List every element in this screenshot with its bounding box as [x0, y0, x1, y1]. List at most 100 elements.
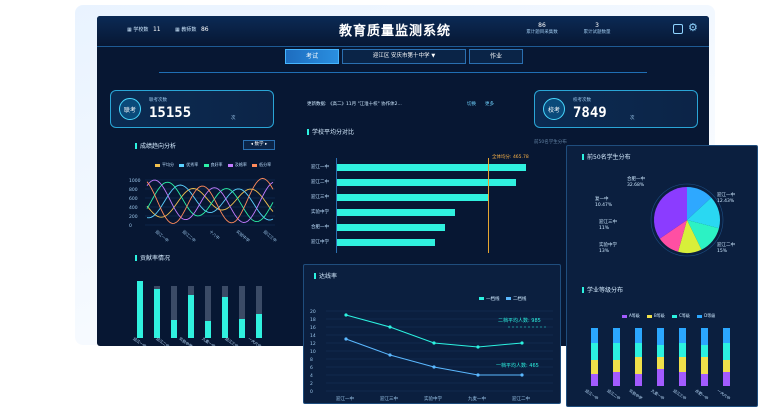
data-point	[344, 337, 348, 341]
stack-segment	[635, 328, 642, 343]
y-tick-label: 400	[129, 205, 138, 211]
subject-select[interactable]: ◂ 数学 ▸	[243, 140, 275, 150]
school-exam-card: 校考 校考次数 7849 次	[534, 90, 698, 128]
header-bar	[97, 16, 709, 47]
pie-value: 12.43%	[717, 198, 735, 204]
contribution-bar	[171, 320, 177, 338]
y-tick-label: 8	[310, 357, 313, 363]
school-selector[interactable]: 迎江区 安庆市第十中学 ▼	[342, 49, 466, 64]
union-exam-badge: 联考	[119, 98, 141, 120]
pie-value: 11%	[599, 225, 610, 231]
x-tick-label: 九麦一中	[650, 388, 666, 401]
y-tick-label: 6	[310, 365, 313, 371]
data-point	[520, 373, 524, 377]
pie-label: 迎江二中	[717, 241, 735, 248]
x-tick-label: 十八中	[208, 228, 221, 240]
contribution-bar	[188, 294, 194, 338]
svg-text:一档平均人数: 465: 一档平均人数: 465	[496, 362, 539, 369]
series-line	[146, 179, 274, 223]
grade-stacked-chart	[587, 326, 747, 386]
stack-segment	[635, 357, 642, 375]
fullscreen-icon[interactable]	[673, 24, 683, 34]
y-tick-label: 实验中学	[311, 210, 329, 215]
pie-label: 合肥一中	[627, 175, 645, 182]
stack-segment	[701, 357, 708, 375]
pie-label: 迎江三中	[599, 218, 617, 225]
y-tick-label: 20	[310, 309, 316, 315]
settings-icon[interactable]: ⚙	[688, 21, 698, 34]
bar-background	[171, 286, 177, 338]
teacher-icon: ▦	[175, 27, 180, 33]
y-tick-label: 2	[310, 381, 313, 387]
contribution-xlabels: 迎江一中 迎江二中 实验中学 九麦一中 迎江三中 一大六中	[132, 336, 275, 346]
legend-item: B等级	[647, 313, 665, 318]
data-point	[520, 341, 524, 345]
pie-label: 实验中学	[599, 241, 617, 248]
y-tick-label: 600	[129, 196, 138, 202]
x-tick-label: 迎江二中	[512, 395, 530, 402]
union-exam-card: 联考 联考次数 15155 次	[110, 90, 274, 128]
x-tick-label: 迎江二中	[181, 228, 197, 243]
legend-item: D等级	[697, 313, 715, 318]
pie-value: 10.47%	[595, 202, 613, 208]
page-title: 教育质量监测系统	[339, 24, 452, 39]
data-point	[388, 353, 392, 357]
tab-exam[interactable]: 考试	[285, 49, 339, 64]
chevron-left-icon[interactable]: ◂	[250, 142, 254, 147]
contribution-bar	[154, 288, 160, 338]
chevron-right-icon[interactable]: ▸	[264, 142, 268, 147]
more-link[interactable]: 更多	[485, 102, 494, 107]
pie-slice	[687, 197, 720, 229]
contribution-bar	[256, 314, 262, 338]
legend-item: 一档线	[479, 297, 500, 302]
x-tick-label: 迎江三中	[672, 388, 688, 401]
score-trend-chart: 1000 800 600 400 200 0 迎江一中 迎江二中 十八中 实验中学 迎江三中	[129, 177, 277, 243]
switch-link[interactable]: 切换	[467, 102, 476, 107]
series-line	[146, 181, 274, 223]
stack-segment	[657, 345, 664, 357]
x-tick-label: 迎江三中	[224, 336, 240, 346]
legend-item: 低分率	[252, 162, 271, 167]
stack-segment	[723, 371, 730, 386]
x-tick-label: 迎江一中	[336, 395, 354, 402]
school-icon: ▦	[127, 27, 132, 33]
x-tick-label: 迎江一中	[154, 228, 170, 243]
stack-segment	[679, 371, 686, 386]
pie-value: 32.68%	[627, 182, 645, 188]
school-avg-title: 学校平均分对比	[307, 127, 354, 136]
svg-text:二档平均人数: 985: 二档平均人数: 985	[498, 317, 541, 324]
stack-segment	[701, 328, 708, 346]
stack-segment	[723, 328, 730, 343]
pie-value: 15%	[717, 248, 728, 254]
y-tick-label: 合肥一中	[311, 225, 329, 230]
bar-background	[256, 286, 262, 338]
stack-segment	[723, 342, 730, 360]
stat-teachers: ▦ 教师数 86	[175, 26, 209, 33]
data-point	[432, 365, 436, 369]
x-tick-label: 实验中学	[424, 395, 442, 402]
stack-segment	[657, 328, 664, 346]
y-tick-label: 18	[310, 317, 316, 323]
x-tick-label: 迎江三中	[380, 395, 398, 402]
pass-rate-panel: 达线率 一档线 二档线 20 18 16 14 12 10 8 6 4 2 0 迎江一中 迎江三中 实验…	[303, 264, 561, 404]
x-tick-label: 迎江二中	[606, 388, 622, 401]
stack-segment	[701, 345, 708, 357]
pie-slice	[659, 220, 687, 252]
stack-segment	[591, 342, 598, 360]
legend-item: 平均分	[155, 162, 174, 167]
pie-label: 复一中	[595, 195, 609, 202]
contribution-bar	[137, 281, 143, 338]
tab-homework[interactable]: 作业	[469, 49, 523, 64]
y-tick-label: 14	[310, 333, 316, 339]
x-tick-label: 迎江二中	[155, 336, 171, 346]
x-tick-label: 实验中学	[235, 228, 251, 243]
series-line	[146, 177, 274, 224]
chevron-down-icon: ▼	[431, 53, 436, 59]
stack-segment	[613, 359, 620, 372]
data-point	[476, 373, 480, 377]
contribution-title: 贡献率情况	[135, 253, 170, 262]
stack-segment	[657, 368, 664, 386]
avg-score-bar	[337, 239, 435, 246]
grade-dist-title: 学业等级分布	[582, 285, 623, 294]
y-tick-label: 12	[310, 341, 316, 347]
